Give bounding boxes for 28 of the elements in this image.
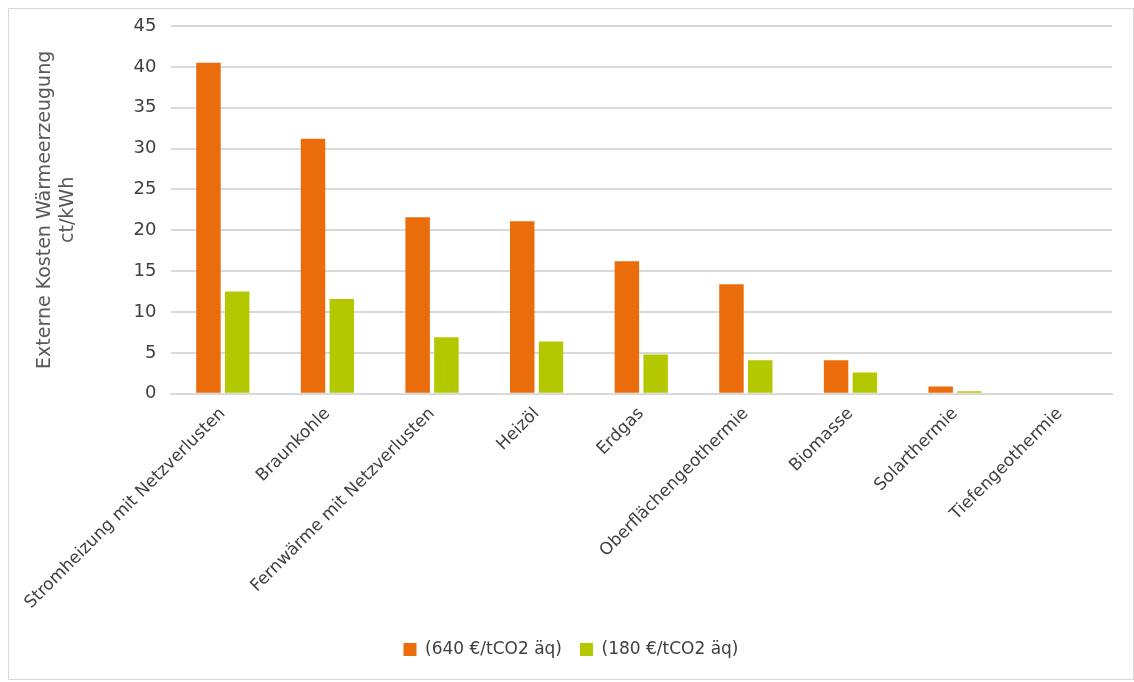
bar: [329, 298, 355, 393]
legend-label: (640 €/tCO2 äq): [425, 637, 563, 658]
bar: [434, 337, 459, 393]
y-tick-label: 30: [133, 136, 157, 158]
y-tick-label: 5: [145, 340, 157, 362]
bar: [719, 284, 744, 393]
y-tick-label: 35: [133, 95, 157, 117]
bar: [538, 341, 564, 393]
y-tick-label: 10: [133, 299, 157, 321]
y-tick-label: 25: [133, 177, 157, 199]
y-tick-label: 20: [133, 217, 157, 239]
y-tick-label: 0: [145, 381, 157, 403]
bar: [643, 354, 668, 393]
bar: [405, 217, 430, 393]
bar: [614, 261, 640, 393]
y-tick-label: 15: [133, 258, 157, 280]
bar: [224, 291, 250, 393]
legend-label: (180 €/tCO2 äq): [601, 637, 739, 658]
bar: [300, 138, 326, 393]
y-tick-label: 40: [133, 54, 157, 76]
bar: [510, 221, 535, 393]
bar: [928, 386, 953, 393]
bar: [196, 62, 221, 393]
y-tick-label: 45: [133, 13, 157, 35]
bar: [748, 360, 773, 393]
bar: [823, 360, 849, 393]
y-axis-title: Externe Kosten Wärmeerzeugung ct/kWh: [32, 50, 78, 369]
bar: [852, 372, 878, 393]
